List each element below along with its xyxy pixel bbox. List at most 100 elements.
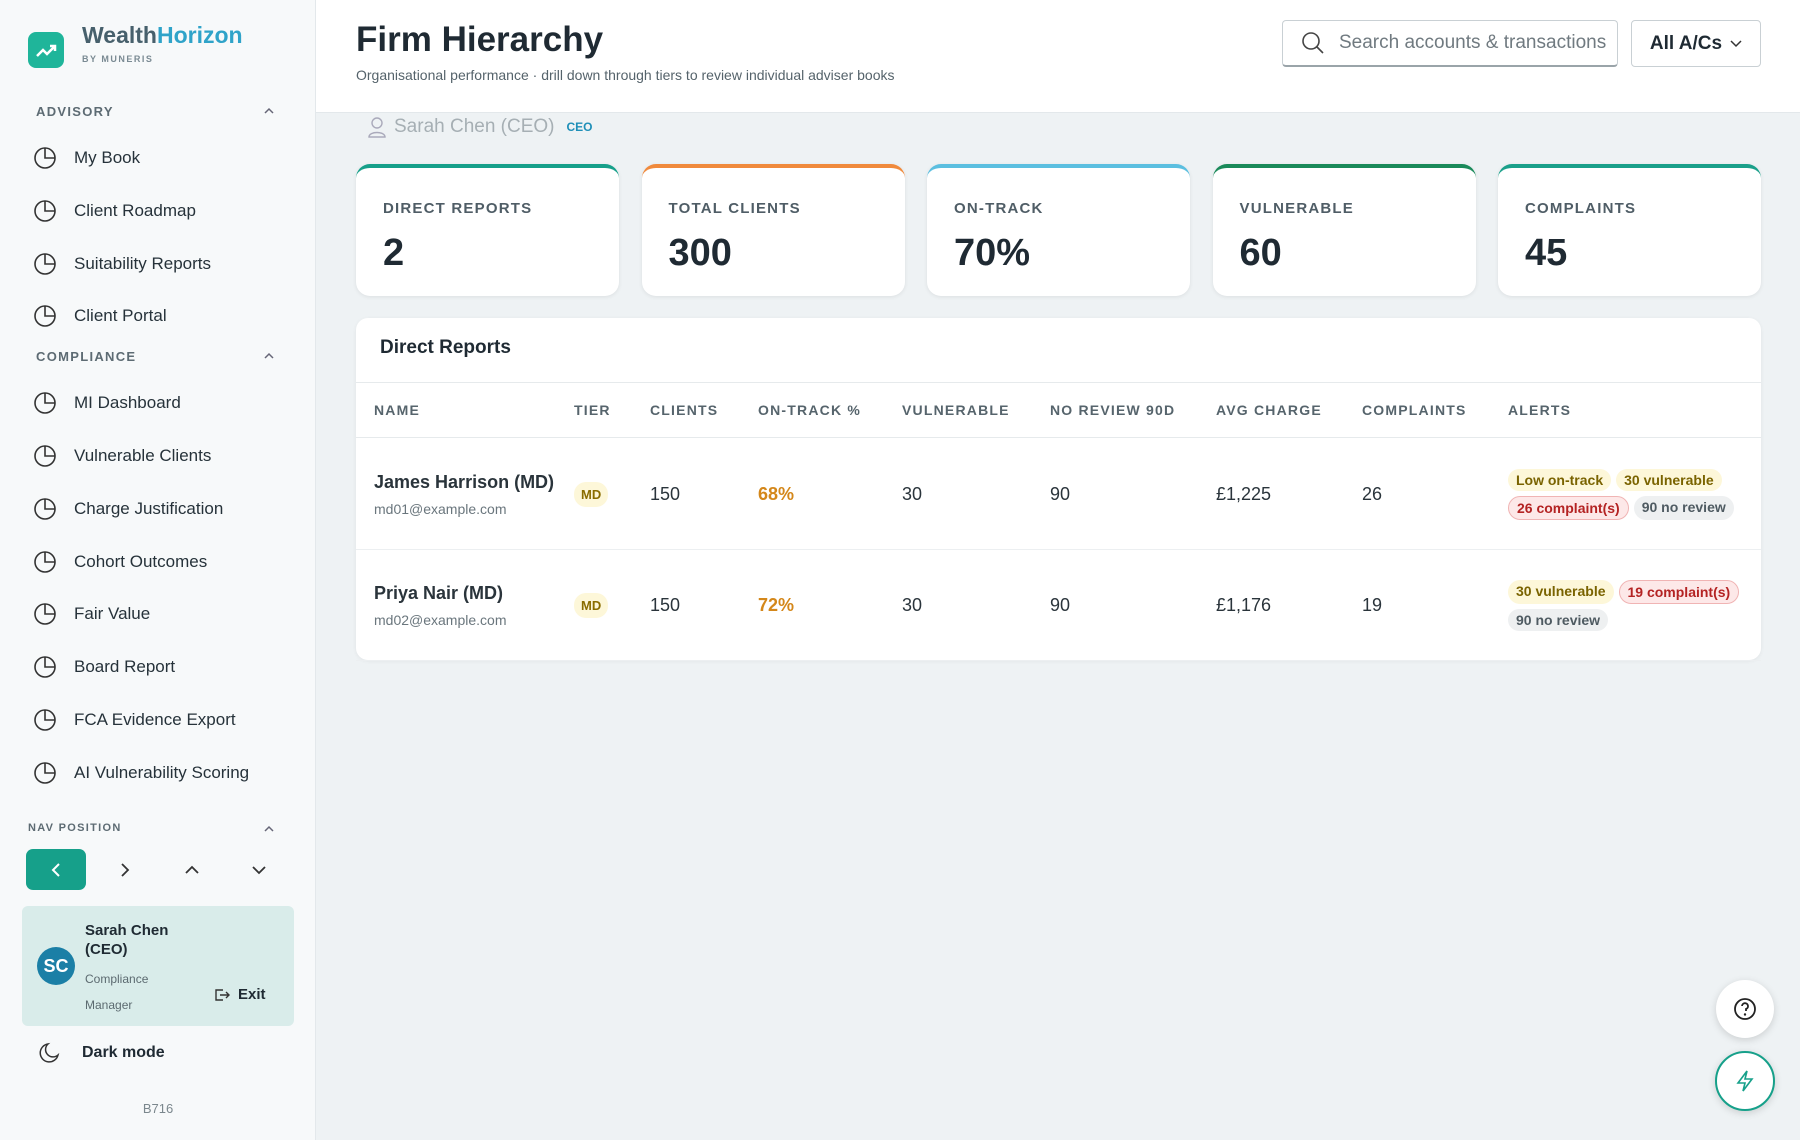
brand: WealthHorizon (82, 22, 243, 49)
clients: 150 (650, 594, 681, 615)
nav-label: Board Report (74, 657, 176, 677)
dark-mode-toggle[interactable]: Dark mode (38, 1042, 165, 1064)
nav-down[interactable] (229, 849, 289, 890)
dark-mode-label: Dark mode (82, 1044, 165, 1061)
nav-item[interactable]: Vulnerable Clients (32, 436, 292, 476)
alert-pill: 90 no review (1508, 608, 1609, 631)
kpi-value: 45 (1525, 232, 1568, 274)
nav-item[interactable]: Suitability Reports (32, 244, 292, 284)
name-cell: James Harrison (MD) md01@example.com (356, 472, 574, 517)
user-role: Compliance Manager (85, 972, 149, 1012)
exit-button[interactable]: Exit (214, 986, 266, 1003)
nav-left[interactable] (26, 849, 86, 890)
nav-item[interactable]: Client Roadmap (32, 191, 292, 231)
account-filter[interactable]: All A/Cs (1631, 20, 1761, 67)
column-header: COMPLAINTS (1362, 402, 1467, 418)
alert-pill: 26 complaint(s) (1508, 495, 1629, 520)
kpi-value: 60 (1239, 232, 1282, 274)
column-header: VULNERABLE (902, 402, 1010, 418)
table-row[interactable]: Priya Nair (MD) md02@example.com MD 150 72% 3… (356, 550, 1761, 661)
kpi-card: VULNERABLE 60 (1212, 164, 1476, 296)
logo (28, 32, 64, 68)
alert-pill: 30 vulnerable (1508, 579, 1614, 604)
nav-label: Client Portal (74, 306, 167, 326)
sidebar: WealthHorizon BY MUNERIS ADVISORY My Book… (0, 0, 316, 1140)
column-header: NO REVIEW 90D (1050, 402, 1176, 418)
tier-badge: MD (574, 592, 609, 618)
nav-label: FCA Evidence Export (74, 710, 236, 729)
table-row[interactable]: James Harrison (MD) md01@example.com MD 150… (356, 439, 1761, 550)
nav-right[interactable] (95, 849, 155, 890)
nav-item[interactable]: Fair Value (32, 594, 292, 634)
account-filter-label: All A/Cs (1649, 32, 1723, 54)
column-header: ALERTS (1508, 402, 1572, 418)
alert-pill: Low on-track (1508, 468, 1612, 491)
section-title: ADVISORY (36, 104, 114, 119)
no-review: 90 (1050, 594, 1071, 615)
tier-cell: MD (574, 481, 650, 507)
avg-charge: £1,176 (1216, 594, 1272, 615)
brand-b: Horizon (156, 22, 243, 48)
nav-up[interactable] (162, 849, 222, 890)
chevron[interactable] (262, 104, 276, 118)
tier-cell: MD (574, 592, 650, 618)
search-box[interactable]: Search accounts & transactions (1282, 20, 1618, 67)
nav-label: Client Roadmap (74, 200, 196, 220)
table-header: NAME TIER CLIENTS ON-TRACK % VULNERABLE NO RE… (356, 382, 1761, 438)
section-title: COMPLIANCE (36, 349, 137, 365)
nav-item[interactable]: MI Dashboard (32, 383, 292, 423)
chevron[interactable] (262, 349, 276, 363)
alert-pill: 30 vulnerable (1616, 468, 1722, 491)
page-subtitle: Organisational performance · drill down … (356, 67, 895, 83)
name-cell: Priya Nair (MD) md02@example.com (356, 583, 574, 628)
kpi-value: 70% (954, 232, 1031, 274)
no-review: 90 (1050, 483, 1071, 504)
kpi-card: COMPLAINTS 45 (1498, 164, 1761, 296)
quick-action-button[interactable] (1715, 1051, 1775, 1111)
chevron[interactable] (262, 822, 276, 836)
complaints: 19 (1362, 594, 1383, 615)
nav-label: MI Dashboard (74, 393, 181, 413)
nav-label: My Book (74, 148, 141, 167)
nav-label: Suitability Reports (74, 253, 212, 273)
nav-item[interactable]: Cohort Outcomes (32, 542, 292, 582)
nav-item[interactable]: Client Portal (32, 296, 292, 336)
nav-item[interactable]: FCA Evidence Export (32, 700, 292, 740)
column-header: AVG CHARGE (1216, 402, 1322, 418)
direct-reports-table: Direct Reports NAME TIER CLIENTS ON-TRACK %… (356, 318, 1761, 661)
clients: 150 (650, 483, 681, 504)
breadcrumb-name: Sarah Chen (CEO) (394, 116, 555, 137)
kpi-card: ON-TRACK 70% (927, 164, 1190, 296)
on-track: 68% (758, 483, 795, 504)
nav-item[interactable]: Charge Justification (32, 489, 292, 529)
nav-label: Vulnerable Clients (74, 446, 212, 465)
kpi-label: VULNERABLE (1239, 200, 1355, 217)
nav-position-label: NAV POSITION (28, 822, 122, 834)
breadcrumb[interactable]: Sarah Chen (CEO) CEO (368, 116, 593, 138)
header: Firm Hierarchy Organisational performanc… (316, 0, 1800, 113)
kpi-value: 300 (668, 232, 732, 274)
adviser-email: md02@example.com (374, 611, 507, 628)
column-header: TIER (574, 402, 611, 418)
nav-label: AI Vulnerability Scoring (74, 762, 250, 782)
kpi-label: TOTAL CLIENTS (668, 200, 801, 217)
nav-item[interactable]: Board Report (32, 647, 292, 687)
kpi-label: DIRECT REPORTS (383, 200, 533, 217)
avatar: SC (37, 947, 75, 985)
nav-item[interactable]: AI Vulnerability Scoring (32, 753, 292, 793)
help-button[interactable] (1716, 980, 1774, 1038)
build: B716 (142, 1101, 174, 1116)
complaints: 26 (1362, 483, 1383, 504)
avg-charge: £1,225 (1216, 483, 1272, 504)
nav-label: Fair Value (74, 604, 151, 624)
vulnerable: 30 (902, 594, 923, 615)
adviser-name: James Harrison (MD) (374, 471, 555, 492)
kpi-card: TOTAL CLIENTS 300 (641, 164, 905, 296)
nav-label: Cohort Outcomes (74, 551, 208, 571)
nav-item[interactable]: My Book (32, 138, 292, 178)
adviser-name: Priya Nair (MD) (374, 582, 504, 603)
kpi-label: ON-TRACK (954, 200, 1044, 217)
adviser-email: md01@example.com (374, 500, 507, 517)
brand-a: Wealth (82, 22, 157, 48)
